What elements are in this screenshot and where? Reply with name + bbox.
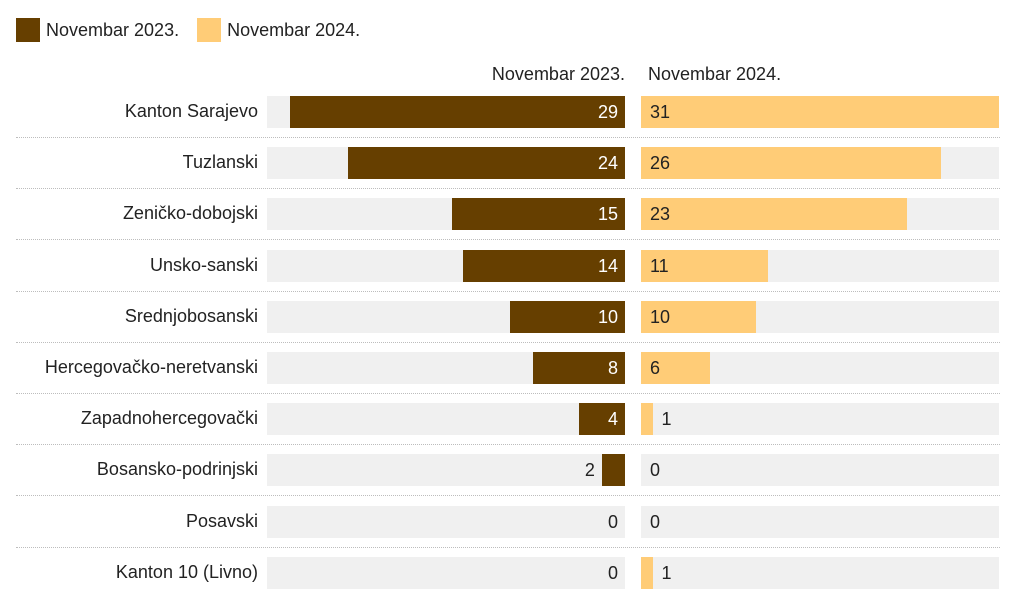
bar-2023 xyxy=(463,249,625,282)
bar-2024 xyxy=(641,300,757,333)
value-label-2024: 31 xyxy=(650,102,671,122)
bar-2024 xyxy=(641,403,653,436)
category-label: Tuzlanski xyxy=(182,152,258,173)
column-header-2024: Novembar 2024. xyxy=(648,64,782,84)
value-label-2024: 1 xyxy=(661,409,672,430)
bar-2023 xyxy=(347,147,625,180)
row-separator xyxy=(16,239,1000,241)
legend-item-2023: Novembar 2023. xyxy=(16,18,179,42)
legend-swatch-2024 xyxy=(197,18,222,42)
value-label-2023: 0 xyxy=(607,562,618,583)
bar-2023 xyxy=(290,96,625,128)
bar-2024 xyxy=(641,96,999,128)
row-separator xyxy=(16,546,1000,548)
value-label-2024: 23 xyxy=(650,204,671,225)
bar-2024 xyxy=(641,249,769,282)
track-2023 xyxy=(267,556,625,589)
value-label-2024: 6 xyxy=(650,358,661,378)
category-label: Bosansko-podrinjski xyxy=(96,459,258,480)
value-label-2023: 4 xyxy=(607,409,618,430)
row-separator xyxy=(16,137,1000,138)
value-label-2024: 10 xyxy=(650,306,671,327)
row-separator xyxy=(16,341,1000,343)
value-label-2023: 0 xyxy=(607,511,618,532)
legend-swatch-2023 xyxy=(16,18,40,42)
row-separator xyxy=(16,290,1000,292)
value-label-2024: 0 xyxy=(650,460,661,481)
track-2023 xyxy=(267,454,625,487)
bar-2024 xyxy=(641,556,653,589)
bar-2023 xyxy=(451,198,625,231)
bar-2023 xyxy=(601,454,625,487)
value-label-2023: 15 xyxy=(597,204,618,225)
legend-label-2024: Novembar 2024. xyxy=(227,19,361,40)
category-label: Zapadnohercegovački xyxy=(80,408,258,429)
category-label: Unsko-sanski xyxy=(149,254,258,275)
bar-2023 xyxy=(578,403,625,436)
track-2024 xyxy=(641,454,999,487)
value-label-2024: 11 xyxy=(650,255,669,276)
value-label-2023: 24 xyxy=(597,153,618,174)
row-separator xyxy=(16,188,1000,190)
row-separator xyxy=(16,393,1000,394)
track-2023 xyxy=(267,403,625,436)
bar-2024 xyxy=(641,198,907,231)
track-2024 xyxy=(641,505,999,538)
row-separator xyxy=(16,495,1000,497)
bar-2023 xyxy=(532,352,625,384)
value-label-2024: 26 xyxy=(650,153,671,174)
row-separator xyxy=(16,444,1000,446)
category-label: Kanton 10 (Livno) xyxy=(115,561,258,582)
track-2023 xyxy=(267,505,625,538)
value-label-2023: 14 xyxy=(597,255,618,276)
value-label-2023: 8 xyxy=(607,358,618,378)
value-label-2023: 2 xyxy=(584,460,595,481)
bar-2024 xyxy=(641,147,942,180)
bar-2023 xyxy=(509,300,625,333)
legend: Novembar 2023. Novembar 2024. xyxy=(16,18,378,42)
category-label: Zeničko-dobojski xyxy=(122,203,258,224)
value-label-2023: 10 xyxy=(597,306,618,327)
track-2024 xyxy=(641,556,999,589)
value-label-2024: 1 xyxy=(661,562,672,583)
column-header-2023: Novembar 2023. xyxy=(491,64,625,84)
value-label-2023: 29 xyxy=(597,102,618,122)
track-2024 xyxy=(641,403,999,436)
bar-2024 xyxy=(641,352,711,384)
category-label: Posavski xyxy=(185,510,258,531)
value-label-2024: 0 xyxy=(650,511,661,532)
legend-label-2023: Novembar 2023. xyxy=(46,19,180,40)
category-label: Srednjobosanski xyxy=(124,305,258,326)
category-label: Kanton Sarajevo xyxy=(124,101,258,121)
legend-item-2024: Novembar 2024. xyxy=(197,18,360,42)
category-label: Hercegovačko-neretvanski xyxy=(44,357,258,377)
